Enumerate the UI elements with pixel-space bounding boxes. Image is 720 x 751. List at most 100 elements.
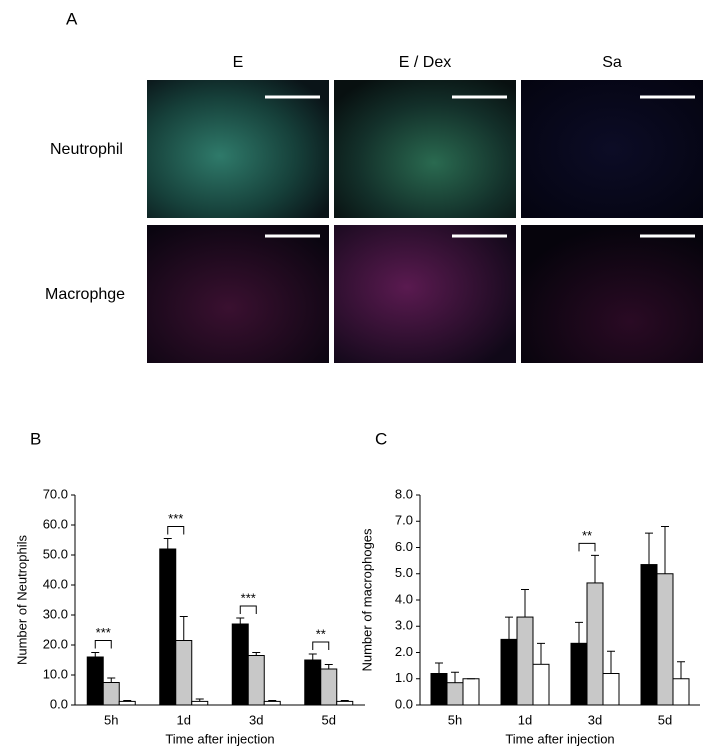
error-bar	[236, 617, 245, 624]
column-label: E / Dex	[399, 54, 451, 71]
error-bar	[645, 532, 653, 565]
bar	[159, 548, 177, 706]
y-tick-label: 8.0	[395, 486, 413, 501]
error-bar	[91, 652, 100, 657]
y-tick-label: 7.0	[395, 513, 413, 528]
significance-label: **	[316, 626, 326, 641]
y-tick-label: 4.0	[395, 591, 413, 606]
error-bar	[324, 664, 333, 669]
significance-bracket	[94, 640, 112, 649]
significance-bracket	[167, 526, 185, 535]
significance-label: ***	[96, 625, 111, 640]
image	[147, 225, 329, 363]
micrographs	[147, 80, 703, 363]
y-axis-label: Number of Neutrophils	[14, 534, 29, 665]
error-bar	[537, 642, 545, 665]
bar	[175, 640, 193, 706]
image	[521, 225, 703, 363]
image	[147, 80, 329, 218]
column-label: Sa	[602, 54, 622, 71]
bar	[570, 642, 588, 706]
significance-bracket	[578, 542, 596, 552]
panel-label: C	[375, 429, 387, 448]
bar	[462, 678, 480, 706]
error-bar	[521, 589, 529, 618]
error-bar	[163, 538, 172, 549]
bar	[532, 663, 550, 706]
bar	[102, 682, 120, 706]
panel-label: A	[66, 9, 78, 28]
y-tick-label: 0.0	[50, 696, 68, 711]
significance-label: ***	[168, 511, 183, 526]
bar	[516, 616, 534, 706]
error-bar	[677, 661, 685, 679]
bar	[191, 700, 209, 706]
scale-bars	[265, 95, 695, 238]
row-label: Macrophge	[45, 286, 125, 303]
bar	[247, 655, 265, 706]
error-bar	[435, 662, 443, 674]
y-tick-label: 2.0	[395, 644, 413, 659]
image	[334, 225, 516, 363]
image	[521, 80, 703, 218]
x-tick-label: 1d	[518, 712, 532, 727]
y-tick-label: 6.0	[395, 539, 413, 554]
image	[334, 80, 516, 218]
significance-label: **	[582, 528, 592, 543]
y-tick-label: 40.0	[43, 576, 68, 591]
y-tick-label: 5.0	[395, 565, 413, 580]
y-tick-label: 1.0	[395, 670, 413, 685]
row-label: Neutrophil	[50, 141, 123, 158]
error-bar	[451, 671, 459, 683]
error-bar	[268, 700, 277, 702]
error-bar	[340, 700, 349, 702]
error-bar	[607, 650, 615, 674]
y-tick-label: 30.0	[43, 606, 68, 621]
bar	[231, 623, 249, 706]
x-tick-label: 5h	[104, 712, 118, 727]
bar	[320, 668, 338, 706]
error-bar	[308, 653, 317, 660]
bar	[640, 564, 658, 706]
x-axis-label: Time after injection	[505, 731, 614, 746]
error-bar	[252, 652, 261, 656]
bar	[586, 582, 604, 706]
error-bar	[123, 700, 132, 702]
error-bar	[179, 616, 188, 641]
y-tick-label: 50.0	[43, 546, 68, 561]
bar	[336, 700, 354, 706]
x-tick-label: 3d	[249, 712, 263, 727]
bar	[602, 673, 620, 706]
error-bar	[195, 698, 204, 702]
x-tick-label: 3d	[588, 712, 602, 727]
bar	[500, 638, 518, 706]
bar	[263, 700, 281, 706]
y-tick-label: 10.0	[43, 666, 68, 681]
x-tick-label: 5d	[658, 712, 672, 727]
panel-label: B	[30, 429, 41, 448]
y-tick-label: 0.0	[395, 696, 413, 711]
y-tick-label: 20.0	[43, 636, 68, 651]
y-tick-label: 60.0	[43, 516, 68, 531]
error-bar	[575, 621, 583, 644]
y-axis-label: Number of macrophoges	[359, 528, 374, 672]
bar	[672, 678, 690, 706]
bar	[430, 673, 448, 706]
x-tick-label: 1d	[177, 712, 191, 727]
error-bar	[505, 616, 513, 640]
bar	[304, 659, 322, 706]
bar	[656, 573, 674, 706]
x-tick-label: 5h	[448, 712, 462, 727]
significance-bracket	[239, 605, 257, 614]
error-bar	[591, 554, 599, 583]
column-label: E	[233, 54, 244, 71]
y-tick-label: 3.0	[395, 618, 413, 633]
x-tick-label: 5d	[322, 712, 336, 727]
error-bar	[661, 526, 669, 574]
y-tick-label: 70.0	[43, 486, 68, 501]
x-axis-label: Time after injection	[165, 731, 274, 746]
bar	[86, 656, 104, 706]
error-bar	[107, 677, 116, 683]
significance-label: ***	[241, 590, 256, 605]
